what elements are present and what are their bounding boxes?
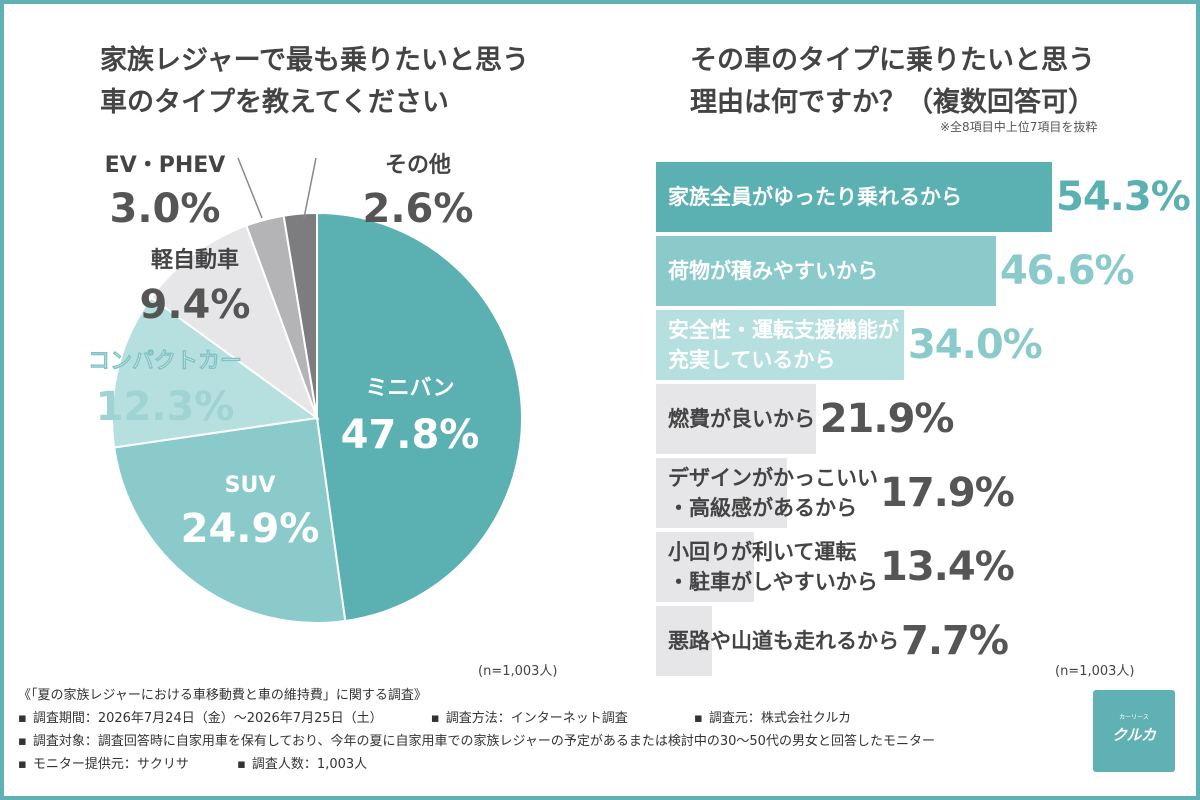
leader-line-ev xyxy=(237,157,263,219)
survey-count: 調査人数：1,003人 xyxy=(237,757,367,772)
bar-label-line: 荷物が積みやすいから xyxy=(668,259,878,283)
bar-title-line2: 理由は何ですか？（複数回答可） xyxy=(690,87,1095,118)
bar-label-line: 小回りが利いて運転 xyxy=(668,540,857,564)
bar-label-4: デザインがかっこいい ・高級感があるから xyxy=(668,463,878,523)
pie-sample-size: (n=1,003人) xyxy=(478,664,558,679)
logo-subtext: カーリース xyxy=(1119,714,1149,721)
bar-chart: 家族全員がゆったり乗れるから 54.3% 荷物が積みやすいから 46.6% 安全性・運転… xyxy=(656,162,1191,676)
bar-label-line: 安全性・運転支援機能が xyxy=(668,318,899,342)
bar-value-0: 54.3% xyxy=(1056,174,1191,220)
bar-label-line: デザインがかっこいい xyxy=(668,466,878,490)
bar-label-line: 家族全員がゆったり乗れるから xyxy=(668,185,962,209)
pie-label-0: ミニバン xyxy=(365,376,454,401)
bar-label-2: 安全性・運転支援機能が 充実しているから xyxy=(668,315,899,375)
bar-label-line: 燃費が良いから xyxy=(668,407,815,431)
pie-title-line2: 車のタイプを教えてください xyxy=(100,87,449,118)
bar-value-1: 46.6% xyxy=(999,248,1135,294)
bar-label-6: 悪路や山道も走れるから xyxy=(668,626,899,656)
pie-label-3: 軽自動車 xyxy=(151,247,239,273)
survey-provider: モニター提供元：サクリサ xyxy=(18,757,189,772)
bar-title-line1: その車のタイプに乗りたいと思う xyxy=(690,45,1095,76)
pie-value-1: 24.9% xyxy=(181,506,320,552)
survey-method: 調査方法：インターネット調査 xyxy=(431,711,628,726)
survey-heading: 《「夏の家族レジャーにおける車移動費と車の維持費」に関する調査》 xyxy=(18,688,427,703)
bar-5 xyxy=(656,532,754,602)
pie-value-0: 47.8% xyxy=(341,412,480,458)
bar-value-5: 13.4% xyxy=(880,544,1015,590)
bar-0 xyxy=(656,162,1052,232)
bar-value-2: 34.0% xyxy=(907,322,1043,368)
bar-2 xyxy=(656,310,904,380)
bar-label-line: 悪路や山道も走れるから xyxy=(668,629,899,653)
bar-1 xyxy=(656,236,996,306)
bar-label-0: 家族全員がゆったり乗れるから xyxy=(668,182,962,212)
survey-footer: 《「夏の家族レジャーにおける車移動費と車の維持費」に関する調査》 調査期間：20… xyxy=(18,684,1088,776)
survey-period: 調査期間：2026年7月24日（金）〜2026年7月25日（土） xyxy=(18,711,383,726)
pie-slice-5 xyxy=(282,211,318,419)
pie-label-4: EV・PHEV xyxy=(105,153,226,178)
bar-label-line: 充実しているから xyxy=(668,348,836,372)
survey-source: 調査元：株式会社クルカ xyxy=(694,711,851,726)
pie-label-1: SUV xyxy=(225,473,276,498)
bar-value-6: 7.7% xyxy=(901,618,1009,664)
pie-chart-title: 家族レジャーで最も乗りたいと思う 車のタイプを教えてください xyxy=(100,40,560,124)
bar-label-5: 小回りが利いて運転 ・駐車がしやすいから xyxy=(668,537,878,597)
bar-label-3: 燃費が良いから xyxy=(668,404,815,434)
bar-label-line: ・駐車がしやすいから xyxy=(668,570,878,594)
logo-text: クルカ xyxy=(1111,726,1157,744)
pie-value-5: 2.6% xyxy=(363,186,474,232)
bar-3 xyxy=(656,384,816,454)
pie-slice-1 xyxy=(113,416,347,624)
pie-value-4: 3.0% xyxy=(110,186,221,232)
pie-chart: ミニバン 47.8% SUV 24.9% コンパクトカー 12.3% 軽自動車 9.4% EV・… xyxy=(88,153,523,624)
pie-slice-2 xyxy=(111,296,320,449)
bar-chart-title: その車のタイプに乗りたいと思う 理由は何ですか？（複数回答可） xyxy=(690,40,1170,124)
pie-slice-3 xyxy=(149,224,320,421)
bar-6 xyxy=(656,606,713,676)
bar-label-line: ・高級感があるから xyxy=(668,496,857,520)
bar-4 xyxy=(656,458,787,528)
pie-title-line1: 家族レジャーで最も乗りたいと思う xyxy=(100,45,530,76)
bar-label-1: 荷物が積みやすいから xyxy=(668,256,878,286)
pie-label-2: コンパクトカー xyxy=(88,349,242,374)
bar-value-3: 21.9% xyxy=(819,396,955,442)
bar-chart-note: ※全8項目中上位7項目を抜粋 xyxy=(940,120,1098,134)
bar-sample-size: (n=1,003人) xyxy=(1055,664,1135,679)
survey-target: 調査対象：調査回答時に自家用車を保有しており、今年の夏に自家用車での家族レジャー… xyxy=(18,734,935,749)
bar-value-4: 17.9% xyxy=(880,470,1015,516)
pie-slice-0 xyxy=(316,211,523,623)
pie-value-2: 12.3% xyxy=(96,384,235,430)
pie-value-3: 9.4% xyxy=(140,282,251,328)
leader-line-other xyxy=(303,157,317,219)
pie-label-5: その他 xyxy=(385,153,451,178)
kuruka-logo: カーリース クルカ xyxy=(1093,690,1175,772)
